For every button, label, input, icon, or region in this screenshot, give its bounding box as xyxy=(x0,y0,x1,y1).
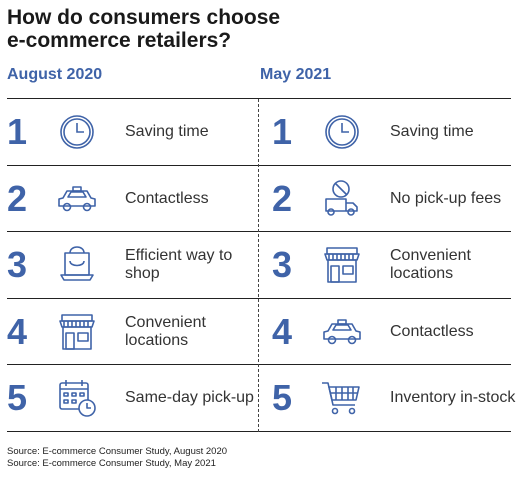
list-item: 3 Convenient locations xyxy=(272,232,520,298)
column-divider xyxy=(258,99,259,432)
rank-number: 5 xyxy=(7,377,28,418)
rank-number: 3 xyxy=(272,244,293,285)
list-item: 2 Contactless xyxy=(7,166,257,232)
source-note: Source: E-commerce Consumer Study, Augus… xyxy=(7,446,228,457)
list-item: 2 No pick-up fees xyxy=(272,166,520,232)
list-item: 4 Contactless xyxy=(272,299,520,365)
item-label: Efficient way to shop xyxy=(125,247,233,282)
column-heading-right: May 2021 xyxy=(260,66,332,83)
rank-number: 4 xyxy=(272,311,293,352)
list-item: 1 Saving time xyxy=(7,99,257,165)
shopping-bag-laptop-icon xyxy=(55,245,99,285)
shopping-cart-icon xyxy=(320,378,364,418)
item-label: Convenient locations xyxy=(125,314,206,349)
item-label: Saving time xyxy=(390,123,474,140)
list-item: 3 Efficient way to shop xyxy=(7,232,257,298)
rank-number: 3 xyxy=(7,244,28,285)
clock-icon xyxy=(320,112,364,152)
divider xyxy=(7,98,511,99)
item-label: Same-day pick-up xyxy=(125,389,254,406)
list-item: 5 Same-day pick-up xyxy=(7,365,257,431)
list-item: 5 Inventory in-stock xyxy=(272,365,520,431)
column-heading-left: August 2020 xyxy=(7,66,103,83)
page-title: How do consumers choose e-commerce retai… xyxy=(7,6,507,52)
list-item: 1 Saving time xyxy=(272,99,520,165)
rank-number: 2 xyxy=(272,178,293,219)
rank-number: 5 xyxy=(272,377,293,418)
divider xyxy=(7,231,511,232)
list-item: 4 Convenient locations xyxy=(7,299,257,365)
rank-number: 1 xyxy=(272,111,293,152)
divider xyxy=(7,165,511,166)
taxi-icon xyxy=(55,179,99,219)
item-label: Saving time xyxy=(125,123,209,140)
source-note: Source: E-commerce Consumer Study, May 2… xyxy=(7,458,216,469)
title-line-2: e-commerce retailers? xyxy=(7,29,232,52)
item-label: Inventory in-stock xyxy=(390,389,516,406)
divider xyxy=(7,298,511,299)
item-label: Contactless xyxy=(125,190,209,207)
divider xyxy=(7,364,511,365)
rank-number: 4 xyxy=(7,311,28,352)
rank-number: 2 xyxy=(7,178,28,219)
delivery-truck-no-fee-icon xyxy=(320,179,364,219)
rank-number: 1 xyxy=(7,111,28,152)
calendar-clock-icon xyxy=(55,378,99,418)
item-label: Convenient locations xyxy=(390,247,471,282)
divider xyxy=(7,431,511,432)
item-label: No pick-up fees xyxy=(390,190,502,207)
title-line-1: How do consumers choose xyxy=(7,6,281,29)
taxi-icon xyxy=(320,312,364,352)
item-label: Contactless xyxy=(390,323,474,340)
storefront-icon xyxy=(55,312,99,352)
storefront-icon xyxy=(320,245,364,285)
clock-icon xyxy=(55,112,99,152)
